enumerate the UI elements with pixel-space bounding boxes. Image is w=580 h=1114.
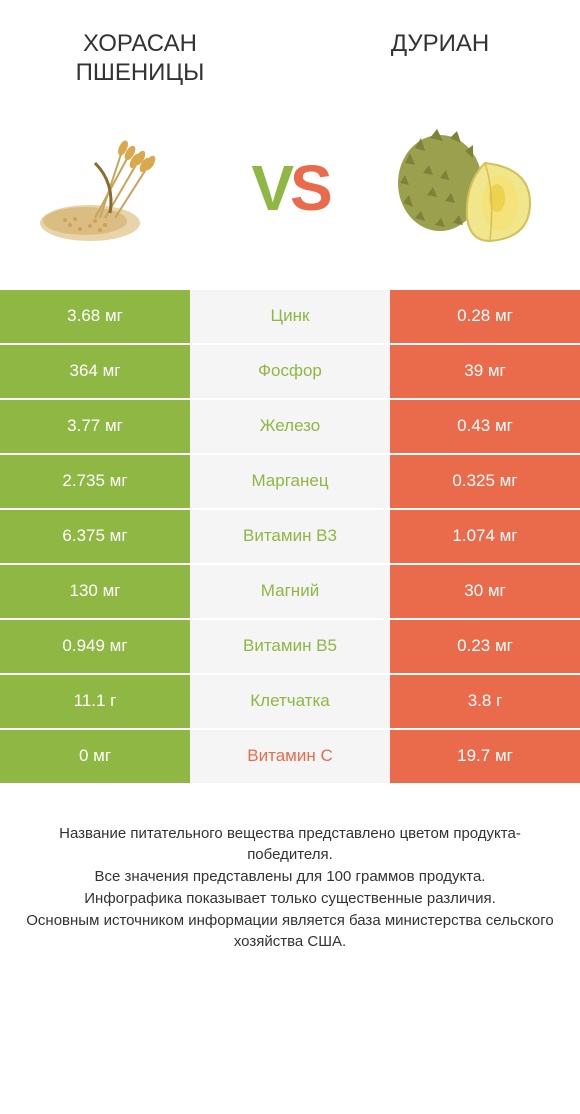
value-right: 3.8 г bbox=[390, 675, 580, 728]
nutrient-label: Витамин B3 bbox=[190, 510, 390, 563]
table-row: 0 мгВитамин C19.7 мг bbox=[0, 728, 580, 783]
vs-row: VS bbox=[0, 98, 580, 288]
value-right: 0.23 мг bbox=[390, 620, 580, 673]
value-right: 0.43 мг bbox=[390, 400, 580, 453]
table-row: 11.1 гКлетчатка3.8 г bbox=[0, 673, 580, 728]
wheat-image bbox=[30, 118, 200, 258]
nutrient-label: Фосфор bbox=[190, 345, 390, 398]
value-left: 6.375 мг bbox=[0, 510, 190, 563]
table-row: 130 мгМагний30 мг bbox=[0, 563, 580, 618]
footer-line: Основным источником информации является … bbox=[20, 910, 560, 954]
product-right-title: ДУРИАН bbox=[340, 30, 540, 88]
value-left: 2.735 мг bbox=[0, 455, 190, 508]
vs-label: VS bbox=[251, 151, 328, 225]
footer-line: Инфографика показывает только существенн… bbox=[20, 888, 560, 910]
value-right: 30 мг bbox=[390, 565, 580, 618]
value-right: 39 мг bbox=[390, 345, 580, 398]
nutrient-label: Магний bbox=[190, 565, 390, 618]
table-row: 6.375 мгВитамин B31.074 мг bbox=[0, 508, 580, 563]
footer-line: Название питательного вещества представл… bbox=[20, 823, 560, 867]
table-row: 2.735 мгМарганец0.325 мг bbox=[0, 453, 580, 508]
nutrient-label: Цинк bbox=[190, 290, 390, 343]
comparison-table: 3.68 мгЦинк0.28 мг364 мгФосфор39 мг3.77 … bbox=[0, 288, 580, 783]
value-left: 0 мг bbox=[0, 730, 190, 783]
value-right: 19.7 мг bbox=[390, 730, 580, 783]
product-left-title: ХОРАСАН ПШЕНИЦЫ bbox=[40, 30, 240, 88]
value-right: 0.325 мг bbox=[390, 455, 580, 508]
value-left: 0.949 мг bbox=[0, 620, 190, 673]
value-right: 1.074 мг bbox=[390, 510, 580, 563]
value-left: 11.1 г bbox=[0, 675, 190, 728]
footer-text: Название питательного вещества представл… bbox=[0, 783, 580, 974]
table-row: 364 мгФосфор39 мг bbox=[0, 343, 580, 398]
nutrient-label: Витамин C bbox=[190, 730, 390, 783]
value-left: 364 мг bbox=[0, 345, 190, 398]
nutrient-label: Витамин B5 bbox=[190, 620, 390, 673]
nutrient-label: Клетчатка bbox=[190, 675, 390, 728]
durian-image bbox=[380, 118, 550, 258]
table-row: 3.77 мгЖелезо0.43 мг bbox=[0, 398, 580, 453]
value-left: 3.77 мг bbox=[0, 400, 190, 453]
value-left: 130 мг bbox=[0, 565, 190, 618]
value-right: 0.28 мг bbox=[390, 290, 580, 343]
header: ХОРАСАН ПШЕНИЦЫ ДУРИАН bbox=[0, 0, 580, 98]
footer-line: Все значения представлены для 100 граммо… bbox=[20, 866, 560, 888]
nutrient-label: Железо bbox=[190, 400, 390, 453]
value-left: 3.68 мг bbox=[0, 290, 190, 343]
vs-s: S bbox=[290, 152, 329, 224]
vs-v: V bbox=[251, 152, 290, 224]
nutrient-label: Марганец bbox=[190, 455, 390, 508]
table-row: 0.949 мгВитамин B50.23 мг bbox=[0, 618, 580, 673]
table-row: 3.68 мгЦинк0.28 мг bbox=[0, 288, 580, 343]
